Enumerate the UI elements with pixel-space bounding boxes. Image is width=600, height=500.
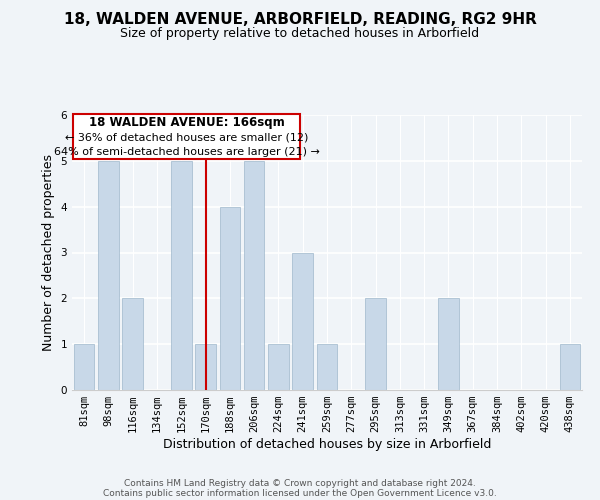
Text: Size of property relative to detached houses in Arborfield: Size of property relative to detached ho…	[121, 28, 479, 40]
Y-axis label: Number of detached properties: Number of detached properties	[42, 154, 55, 351]
Bar	[195, 344, 216, 390]
Bar	[171, 161, 191, 390]
Text: ← 36% of detached houses are smaller (12): ← 36% of detached houses are smaller (12…	[65, 132, 308, 142]
Bar	[220, 206, 240, 390]
Bar	[292, 252, 313, 390]
Text: 18 WALDEN AVENUE: 166sqm: 18 WALDEN AVENUE: 166sqm	[89, 116, 284, 130]
Bar	[244, 161, 265, 390]
Bar	[98, 161, 119, 390]
Bar	[317, 344, 337, 390]
Bar	[560, 344, 580, 390]
Text: 64% of semi-detached houses are larger (21) →: 64% of semi-detached houses are larger (…	[54, 146, 320, 156]
Text: 18, WALDEN AVENUE, ARBORFIELD, READING, RG2 9HR: 18, WALDEN AVENUE, ARBORFIELD, READING, …	[64, 12, 536, 28]
X-axis label: Distribution of detached houses by size in Arborfield: Distribution of detached houses by size …	[163, 438, 491, 451]
Bar	[365, 298, 386, 390]
Text: Contains HM Land Registry data © Crown copyright and database right 2024.: Contains HM Land Registry data © Crown c…	[124, 478, 476, 488]
Bar	[438, 298, 459, 390]
FancyBboxPatch shape	[73, 114, 300, 158]
Bar	[122, 298, 143, 390]
Bar	[268, 344, 289, 390]
Bar	[74, 344, 94, 390]
Text: Contains public sector information licensed under the Open Government Licence v3: Contains public sector information licen…	[103, 488, 497, 498]
